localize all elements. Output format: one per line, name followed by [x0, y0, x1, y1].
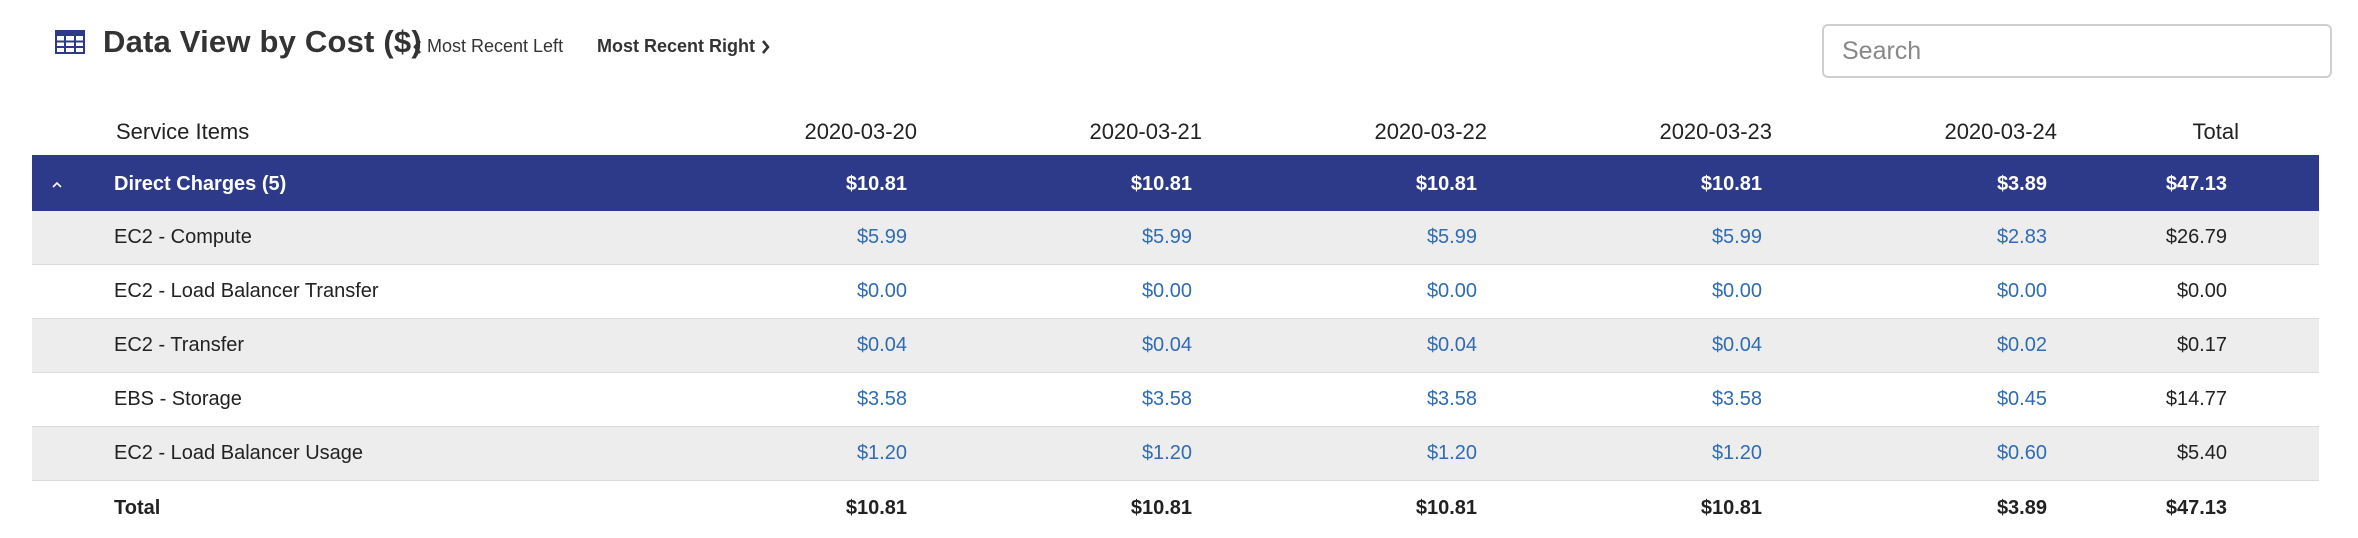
cost-value-link[interactable]: $0.04 [1141, 334, 1192, 356]
cost-value-link[interactable]: $0.04 [856, 334, 907, 356]
group-value: $10.81 [1700, 173, 1762, 195]
row-service-name: EBS - Storage [114, 388, 242, 410]
cost-value-link[interactable]: $5.99 [1426, 226, 1477, 248]
row-service-name: EC2 - Load Balancer Usage [114, 442, 364, 464]
column-header-date[interactable]: 2020-03-23 [1659, 118, 1772, 144]
table-row: EC2 - Load Balancer Transfer $0.00 $0.00… [32, 265, 2319, 319]
cost-value-link[interactable]: $0.00 [856, 280, 907, 302]
title-group: Data View by Cost ($) [55, 24, 422, 60]
cost-value-link[interactable]: $0.02 [1996, 334, 2047, 356]
cost-value-link[interactable]: $5.99 [1141, 226, 1192, 248]
cost-value-link[interactable]: $0.60 [1996, 442, 2047, 464]
column-header-total[interactable]: Total [2192, 118, 2239, 144]
cost-value-link[interactable]: $2.83 [1996, 226, 2047, 248]
row-total: $0.00 [2176, 280, 2227, 302]
cost-table: Service Items 2020-03-20 2020-03-21 2020… [32, 108, 2319, 535]
table-header-row: Service Items 2020-03-20 2020-03-21 2020… [32, 108, 2319, 158]
cost-value-link[interactable]: $3.58 [1141, 388, 1192, 410]
collapse-toggle[interactable] [32, 180, 82, 190]
cost-value-link[interactable]: $0.00 [1996, 280, 2047, 302]
column-header-date[interactable]: 2020-03-24 [1944, 118, 2057, 144]
chevron-up-icon [52, 181, 62, 188]
table-row: EC2 - Transfer $0.04 $0.04 $0.04 $0.04 $… [32, 319, 2319, 373]
total-value: $10.81 [1130, 496, 1192, 519]
total-label: Total [114, 496, 161, 519]
total-value: $10.81 [1415, 496, 1477, 519]
row-service-name: EC2 - Transfer [114, 334, 245, 356]
table-row: EBS - Storage $3.58 $3.58 $3.58 $3.58 $0… [32, 373, 2319, 427]
grand-total: $47.13 [2165, 496, 2227, 519]
most-recent-right-button[interactable]: Most Recent Right [597, 36, 771, 57]
cost-value-link[interactable]: $5.99 [1711, 226, 1762, 248]
total-value: $10.81 [1700, 496, 1762, 519]
cost-value-link[interactable]: $3.58 [1711, 388, 1762, 410]
chevron-right-icon [762, 39, 770, 54]
cost-value-link[interactable]: $1.20 [1141, 442, 1192, 464]
cost-value-link[interactable]: $1.20 [1426, 442, 1477, 464]
cost-value-link[interactable]: $1.20 [856, 442, 907, 464]
cost-value-link[interactable]: $3.58 [856, 388, 907, 410]
chevron-left-icon [413, 39, 421, 54]
cost-value-link[interactable]: $0.00 [1141, 280, 1192, 302]
group-name: Direct Charges (5) [114, 173, 287, 195]
group-row-direct-charges[interactable]: Direct Charges (5) $10.81 $10.81 $10.81 … [32, 158, 2319, 211]
table-icon [55, 30, 85, 54]
table-row: EC2 - Compute $5.99 $5.99 $5.99 $5.99 $2… [32, 211, 2319, 265]
table-row: EC2 - Load Balancer Usage $1.20 $1.20 $1… [32, 427, 2319, 481]
column-header-service-items[interactable]: Service Items [116, 118, 250, 144]
cost-value-link[interactable]: $0.04 [1711, 334, 1762, 356]
group-value: $10.81 [845, 173, 907, 195]
most-recent-left-button[interactable]: Most Recent Left [412, 36, 563, 57]
row-service-name: EC2 - Load Balancer Transfer [114, 280, 379, 302]
cost-value-link[interactable]: $0.04 [1426, 334, 1477, 356]
row-total: $5.40 [2176, 442, 2227, 464]
column-header-date[interactable]: 2020-03-21 [1089, 118, 1202, 144]
row-total: $26.79 [2165, 226, 2227, 248]
column-header-date[interactable]: 2020-03-22 [1374, 118, 1487, 144]
table-total-row: Total $10.81 $10.81 $10.81 $10.81 $3.89 … [32, 481, 2319, 535]
most-recent-right-label: Most Recent Right [597, 36, 756, 56]
cost-value-link[interactable]: $0.00 [1711, 280, 1762, 302]
row-service-name: EC2 - Compute [114, 226, 252, 248]
cost-value-link[interactable]: $3.58 [1426, 388, 1477, 410]
page-header: Data View by Cost ($) Most Recent Left M… [0, 0, 2358, 95]
total-value: $10.81 [845, 496, 907, 519]
cost-value-link[interactable]: $0.45 [1996, 388, 2047, 410]
group-value: $3.89 [1996, 173, 2047, 195]
group-value: $10.81 [1415, 173, 1477, 195]
column-header-date[interactable]: 2020-03-20 [804, 118, 917, 144]
group-total: $47.13 [2165, 173, 2227, 195]
total-value: $3.89 [1996, 496, 2047, 519]
cost-value-link[interactable]: $5.99 [856, 226, 907, 248]
group-value: $10.81 [1130, 173, 1192, 195]
cost-value-link[interactable]: $0.00 [1426, 280, 1477, 302]
page-title: Data View by Cost ($) [103, 24, 422, 59]
row-total: $0.17 [2176, 334, 2227, 356]
search-input[interactable] [1822, 24, 2332, 78]
row-total: $14.77 [2165, 388, 2227, 410]
most-recent-left-label: Most Recent Left [427, 36, 564, 56]
cost-value-link[interactable]: $1.20 [1711, 442, 1762, 464]
